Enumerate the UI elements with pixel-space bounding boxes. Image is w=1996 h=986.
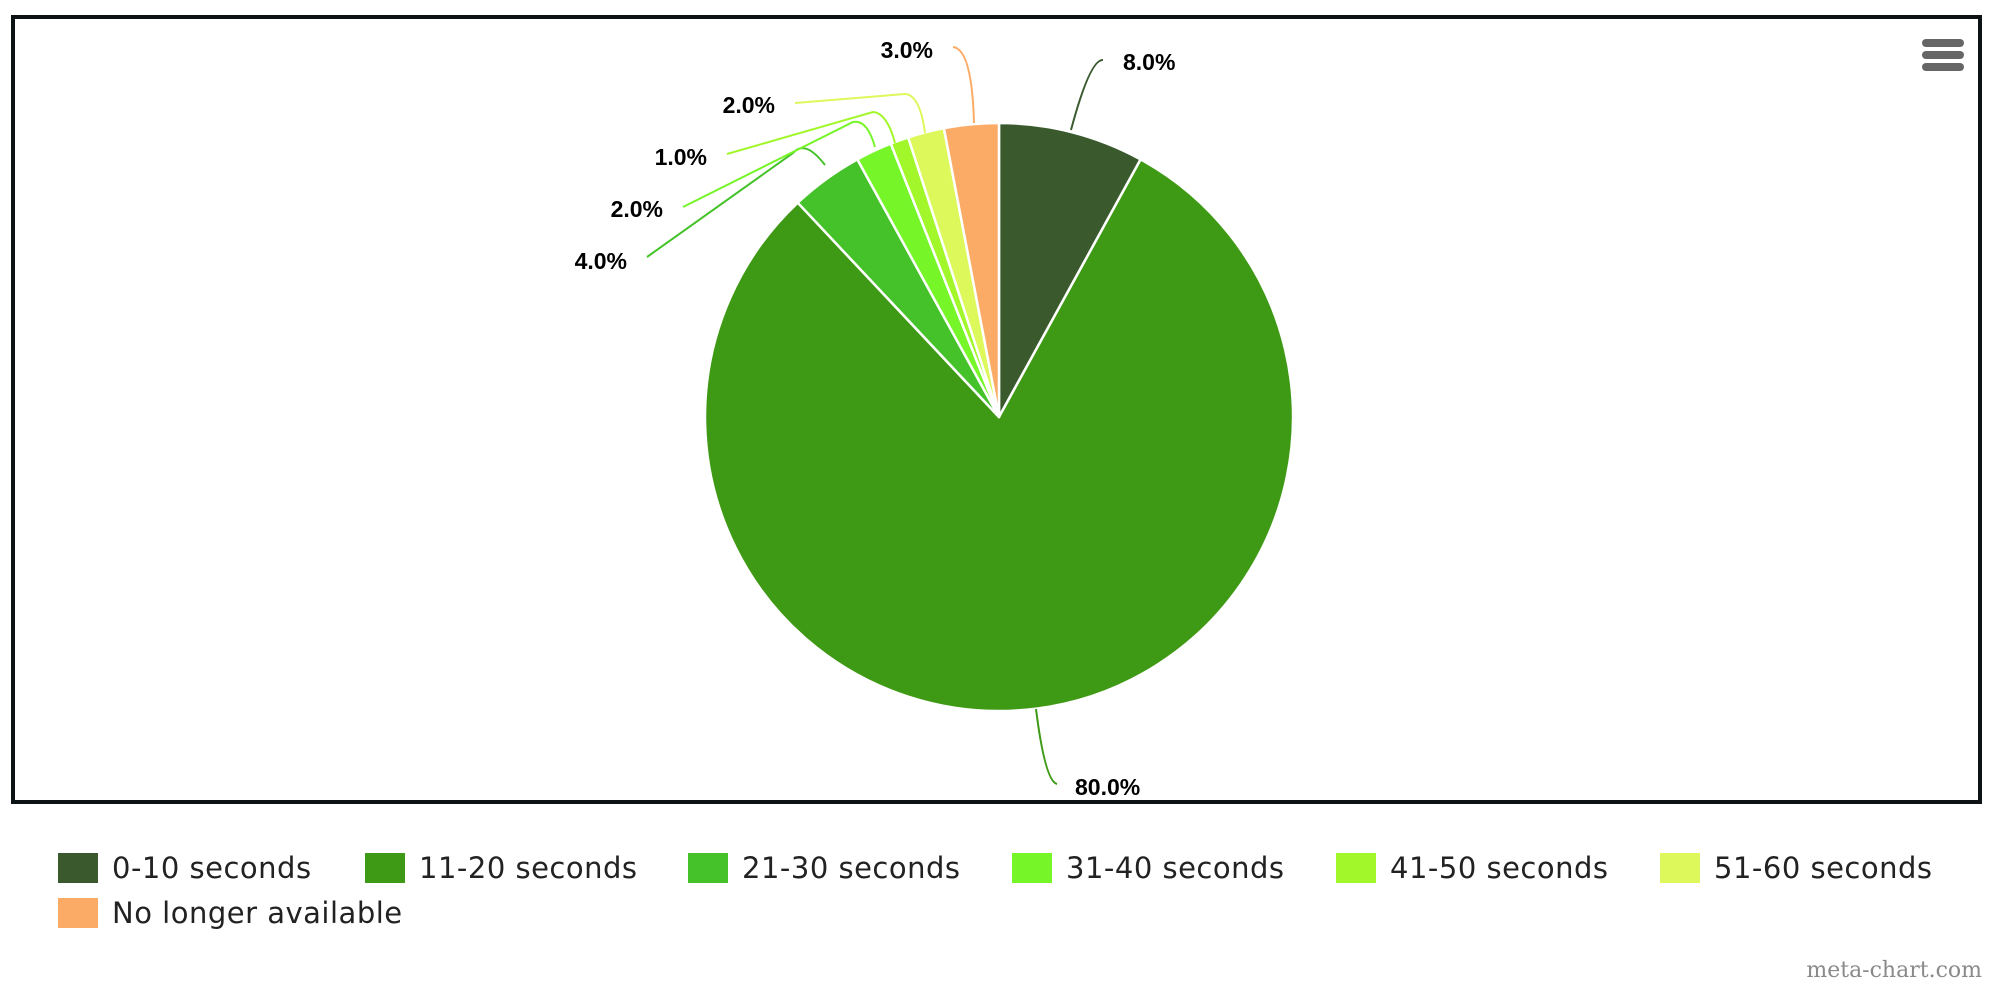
pie-chart: 8.0% 80.0% 4.0% 2.0% 1.0% 2.0% 3.0% bbox=[575, 37, 1295, 800]
legend-item-1[interactable]: 11-20 seconds bbox=[365, 851, 638, 885]
data-label-1: 80.0% bbox=[1075, 774, 1140, 800]
hamburger-menu-icon[interactable] bbox=[1914, 27, 1970, 83]
legend-swatch bbox=[1660, 853, 1700, 883]
data-label-3: 2.0% bbox=[611, 196, 663, 222]
legend-item-6[interactable]: No longer available bbox=[58, 896, 403, 930]
legend-label: 31-40 seconds bbox=[1066, 851, 1285, 885]
legend-item-3[interactable]: 31-40 seconds bbox=[1012, 851, 1285, 885]
data-label-2: 4.0% bbox=[575, 248, 627, 274]
legend-label: 21-30 seconds bbox=[742, 851, 961, 885]
legend-item-5[interactable]: 51-60 seconds bbox=[1660, 851, 1933, 885]
legend-swatch bbox=[58, 853, 98, 883]
legend-label: 11-20 seconds bbox=[419, 851, 638, 885]
credit-text: meta-chart.com bbox=[1806, 958, 1982, 983]
data-label-6: 3.0% bbox=[881, 37, 933, 63]
data-label-connector-1 bbox=[1035, 708, 1058, 785]
legend-swatch bbox=[365, 853, 405, 883]
data-label-0: 8.0% bbox=[1123, 49, 1175, 75]
pie-slice-0[interactable] bbox=[997, 121, 1142, 419]
legend-label: 41-50 seconds bbox=[1390, 851, 1609, 885]
legend-item-2[interactable]: 21-30 seconds bbox=[688, 851, 961, 885]
data-label-connector-3 bbox=[682, 120, 876, 208]
legend-swatch bbox=[1012, 853, 1052, 883]
legend-swatch bbox=[688, 853, 728, 883]
legend-item-0[interactable]: 0-10 seconds bbox=[58, 851, 312, 885]
data-label-connector-6 bbox=[952, 46, 975, 124]
chart-frame: 8.0% 80.0% 4.0% 2.0% 1.0% 2.0% 3.0% bbox=[11, 15, 1982, 804]
legend-swatch bbox=[1336, 853, 1376, 883]
data-label-connector-4 bbox=[726, 110, 896, 155]
data-label-connector-0 bbox=[1070, 59, 1104, 131]
legend-swatch bbox=[58, 898, 98, 928]
data-label-connector-5 bbox=[794, 92, 926, 134]
data-label-4: 1.0% bbox=[655, 144, 707, 170]
pie-slice-6[interactable] bbox=[942, 121, 1001, 419]
legend-label: 0-10 seconds bbox=[112, 851, 312, 885]
legend-item-4[interactable]: 41-50 seconds bbox=[1336, 851, 1609, 885]
legend-label: No longer available bbox=[112, 896, 403, 930]
legend-label: 51-60 seconds bbox=[1714, 851, 1933, 885]
data-label-5: 2.0% bbox=[723, 92, 775, 118]
pie-slice-1[interactable] bbox=[703, 158, 1295, 713]
